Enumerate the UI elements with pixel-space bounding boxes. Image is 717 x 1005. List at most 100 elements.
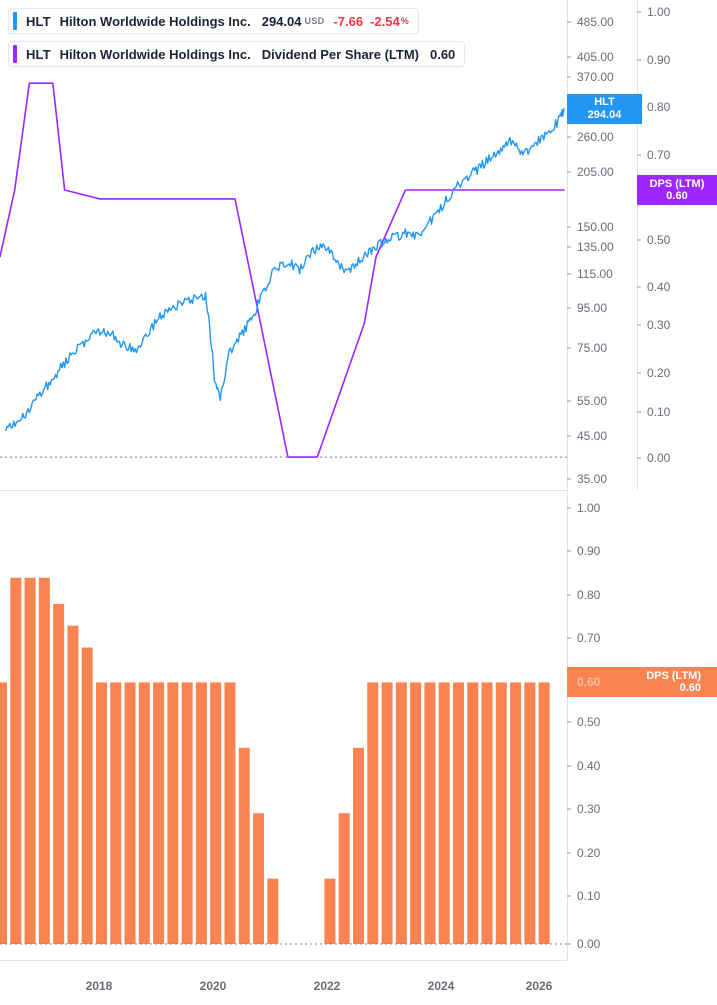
dps-pane[interactable]: HLT Hilton Worldwide Holdings Inc. Divid… [0,492,567,1005]
time-axis-label: 2022 [313,979,341,993]
dps-pane-axis[interactable]: 1.00 0.90 0.80 0.70 0.60 0.50 0.40 0.30 0.20 0.10… [567,492,717,960]
tick-label: 115.00 [577,267,613,281]
tick-dash [567,136,571,138]
time-axis-label: 2020 [199,979,227,993]
tick-label: 150.00 [577,220,614,234]
legend-price[interactable]: HLT Hilton Worldwide Holdings Inc. 294.0… [8,8,419,34]
dps-company: Hilton Worldwide Holdings Inc. [59,46,251,62]
dps-overlay-line [0,82,565,458]
tick-label: 35.00 [577,472,608,486]
price-tag-value: 294.04 [587,108,622,121]
time-axis-label: 2024 [427,979,455,993]
tick-label: 205.00 [577,165,614,179]
price-tag-dps-bars[interactable]: 0.60 DPS (LTM) 0.60 [567,667,717,698]
tick-dash [567,56,571,58]
tick-label: 0.40 [647,280,671,294]
bar [495,682,507,944]
bar [381,682,393,944]
tick-dash [567,347,571,349]
dps-tag-ghost-value: 0.60 [577,675,601,690]
dps-color-swatch [13,45,17,63]
bar [438,682,450,944]
price-plot[interactable] [0,0,567,490]
tick-label: 260.00 [577,130,614,144]
tick-label: 0.00 [577,937,601,951]
price-change: -7.66 [333,13,364,29]
price-line [5,108,565,432]
tick-dash [637,324,641,326]
bar [124,682,136,944]
tick-dash [567,478,571,480]
tick-label: 135.00 [577,240,614,254]
tick-dash [567,943,571,945]
bar [10,577,22,944]
tick-dash [567,852,571,854]
time-axis-label: 2018 [85,979,113,993]
tick-dash [567,435,571,437]
bar [0,682,7,944]
tick-label: 0.50 [577,715,601,729]
dps-ticker: HLT [26,46,51,62]
tick-label: 0.30 [577,802,601,816]
tick-label: 370.00 [577,70,614,84]
tick-label: 55.00 [577,394,608,408]
tick-label: 0.70 [647,148,671,162]
bar [353,747,364,944]
bar [24,577,36,944]
bar [181,682,193,944]
bar [67,625,79,944]
bar [195,682,207,944]
bar [153,682,165,944]
tick-dash [637,11,641,13]
bar [467,682,479,944]
dps-bar-plot[interactable] [0,492,567,960]
bar [367,682,379,944]
dps-tag-value: 0.60 [666,190,688,203]
tick-label: 0.20 [577,846,601,860]
tick-dash [567,550,571,552]
tick-label: 75.00 [577,341,608,355]
tick-dash [567,400,571,402]
tick-dash [567,273,571,275]
tick-label: 1.00 [647,5,671,19]
tick-dash [567,76,571,78]
tick-dash [567,21,571,23]
tick-dash [567,721,571,723]
bar [481,682,493,944]
bar [338,813,350,944]
price-pane[interactable]: HLT Hilton Worldwide Holdings Inc. 294.0… [0,0,567,491]
legend-dps-overlay[interactable]: HLT Hilton Worldwide Holdings Inc. Divid… [8,41,466,67]
price-change-pct: -2.54 [370,13,400,29]
tick-dash [567,594,571,596]
tick-label: 0.00 [647,451,671,465]
time-axis[interactable]: 2018 2020 2022 2024 2026 [0,960,567,1005]
price-tag-hlt[interactable]: HLT 294.04 [567,93,642,124]
bar [38,577,50,944]
dps-tag-label: DPS (LTM) [649,177,705,190]
tick-label: 485.00 [577,15,614,29]
bar [210,682,222,944]
tick-label: 0.10 [577,889,601,903]
bar [452,682,464,944]
dps-axis-right[interactable]: 1.00 0.90 0.80 0.70 0.60 0.50 0.40 0.30 0.20 0.10… [637,0,717,490]
tick-label: 1.00 [577,501,601,515]
bar [81,647,93,944]
tick-dash [637,59,641,61]
price-tag-dps-overlay[interactable]: DPS (LTM) 0.60 [637,175,717,206]
bar [224,682,236,944]
bar [510,682,522,944]
tick-label: 95.00 [577,301,608,315]
tick-label: 0.80 [647,100,671,114]
price-color-swatch [13,12,17,30]
tick-label: 0.20 [647,366,671,380]
tick-label: 0.90 [577,544,601,558]
bar [167,682,179,944]
tick-dash [567,895,571,897]
dps-axis-line [637,0,638,490]
tick-dash [567,765,571,767]
tick-dash [567,637,571,639]
dps-pane-axis-line [567,492,568,960]
bar [53,603,65,944]
tick-label: 0.80 [577,588,601,602]
tick-label: 45.00 [577,429,608,443]
